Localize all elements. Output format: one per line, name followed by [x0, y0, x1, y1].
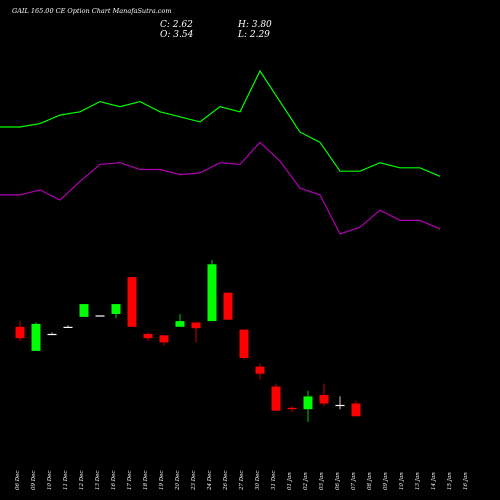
candle-body	[79, 304, 89, 317]
chart-title: GAIL 165.00 CE Option Chart ManafaSutra.…	[12, 7, 172, 15]
x-tick-label: 31 Dec	[271, 471, 277, 491]
x-tick-label: 03 Jan	[319, 472, 325, 490]
x-tick-label: 30 Dec	[255, 471, 261, 491]
candle-body	[15, 326, 25, 339]
x-tick-label: 02 Jan	[303, 472, 309, 490]
candle-body	[319, 395, 329, 404]
candle-body	[351, 403, 361, 417]
candle-body	[303, 396, 313, 410]
candle-body	[287, 407, 297, 410]
x-tick-label: 10 Jan	[399, 472, 405, 490]
x-tick-label: 24 Dec	[207, 471, 213, 492]
x-tick-label: 13 Jan	[415, 472, 421, 490]
high-readout: H: 3.80	[238, 20, 272, 30]
candle-body	[63, 326, 73, 328]
candle-body	[175, 321, 185, 327]
candle-body	[255, 366, 265, 374]
x-tick-label: 18 Dec	[143, 471, 149, 491]
x-tick-label: 09 Dec	[31, 471, 37, 491]
x-tick-label: 11 Dec	[63, 471, 69, 491]
candle-body	[207, 264, 217, 322]
candle-body	[127, 277, 137, 327]
open-readout: O: 3.54	[160, 30, 194, 40]
candle-body	[223, 292, 233, 320]
x-tick-label: 20 Dec	[175, 471, 181, 492]
x-tick-label: 13 Dec	[95, 471, 101, 491]
candle-body	[159, 335, 169, 343]
x-tick-label: 08 Jan	[367, 472, 373, 490]
x-tick-label: 26 Dec	[223, 471, 229, 492]
close-readout: C: 2.62	[160, 20, 193, 30]
x-tick-label: 23 Dec	[191, 471, 197, 492]
candle-body	[31, 323, 41, 351]
candle-body	[47, 333, 57, 336]
x-tick-label: 06 Jan	[335, 472, 341, 490]
candle-body	[271, 386, 281, 411]
x-tick-label: 06 Dec	[15, 471, 21, 491]
candle-body	[111, 304, 121, 314]
x-tick-label: 15 Jan	[447, 472, 453, 490]
candle-body	[143, 333, 153, 339]
x-tick-label: 16 Dec	[111, 471, 117, 491]
upper-band-line	[0, 69, 441, 177]
x-tick-label: 17 Dec	[127, 471, 133, 491]
candle-body	[335, 404, 345, 407]
x-tick-label: 09 Jan	[383, 472, 389, 490]
x-tick-label: 01 Jan	[287, 472, 293, 490]
x-tick-label: 14 Jan	[431, 472, 437, 490]
x-tick-label: 07 Jan	[351, 472, 357, 490]
x-tick-label: 10 Dec	[47, 471, 53, 491]
x-tick-label: 19 Dec	[159, 471, 165, 491]
x-tick-label: 27 Dec	[239, 471, 245, 492]
lower-band-line	[0, 141, 441, 235]
low-readout: L: 2.29	[238, 30, 270, 40]
candle-body	[95, 315, 105, 317]
candle-body	[191, 322, 201, 329]
x-tick-label: 16 Jan	[463, 472, 469, 490]
x-tick-label: 12 Dec	[79, 471, 85, 491]
candle-body	[239, 329, 249, 358]
